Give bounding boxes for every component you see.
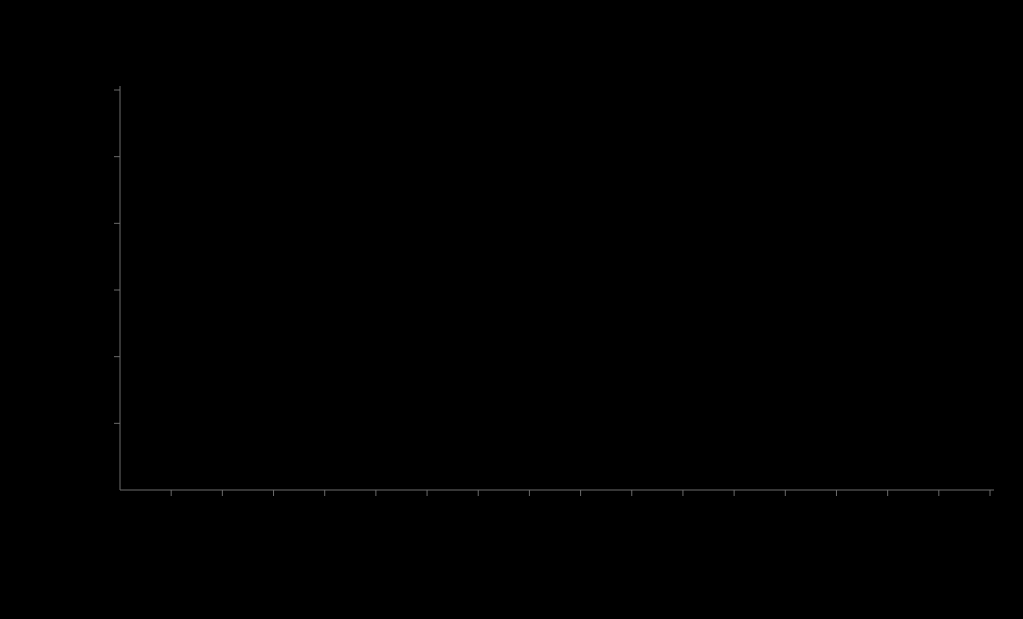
chart-svg	[0, 0, 1023, 619]
chart-background	[0, 0, 1023, 619]
chart-stage	[0, 0, 1023, 619]
